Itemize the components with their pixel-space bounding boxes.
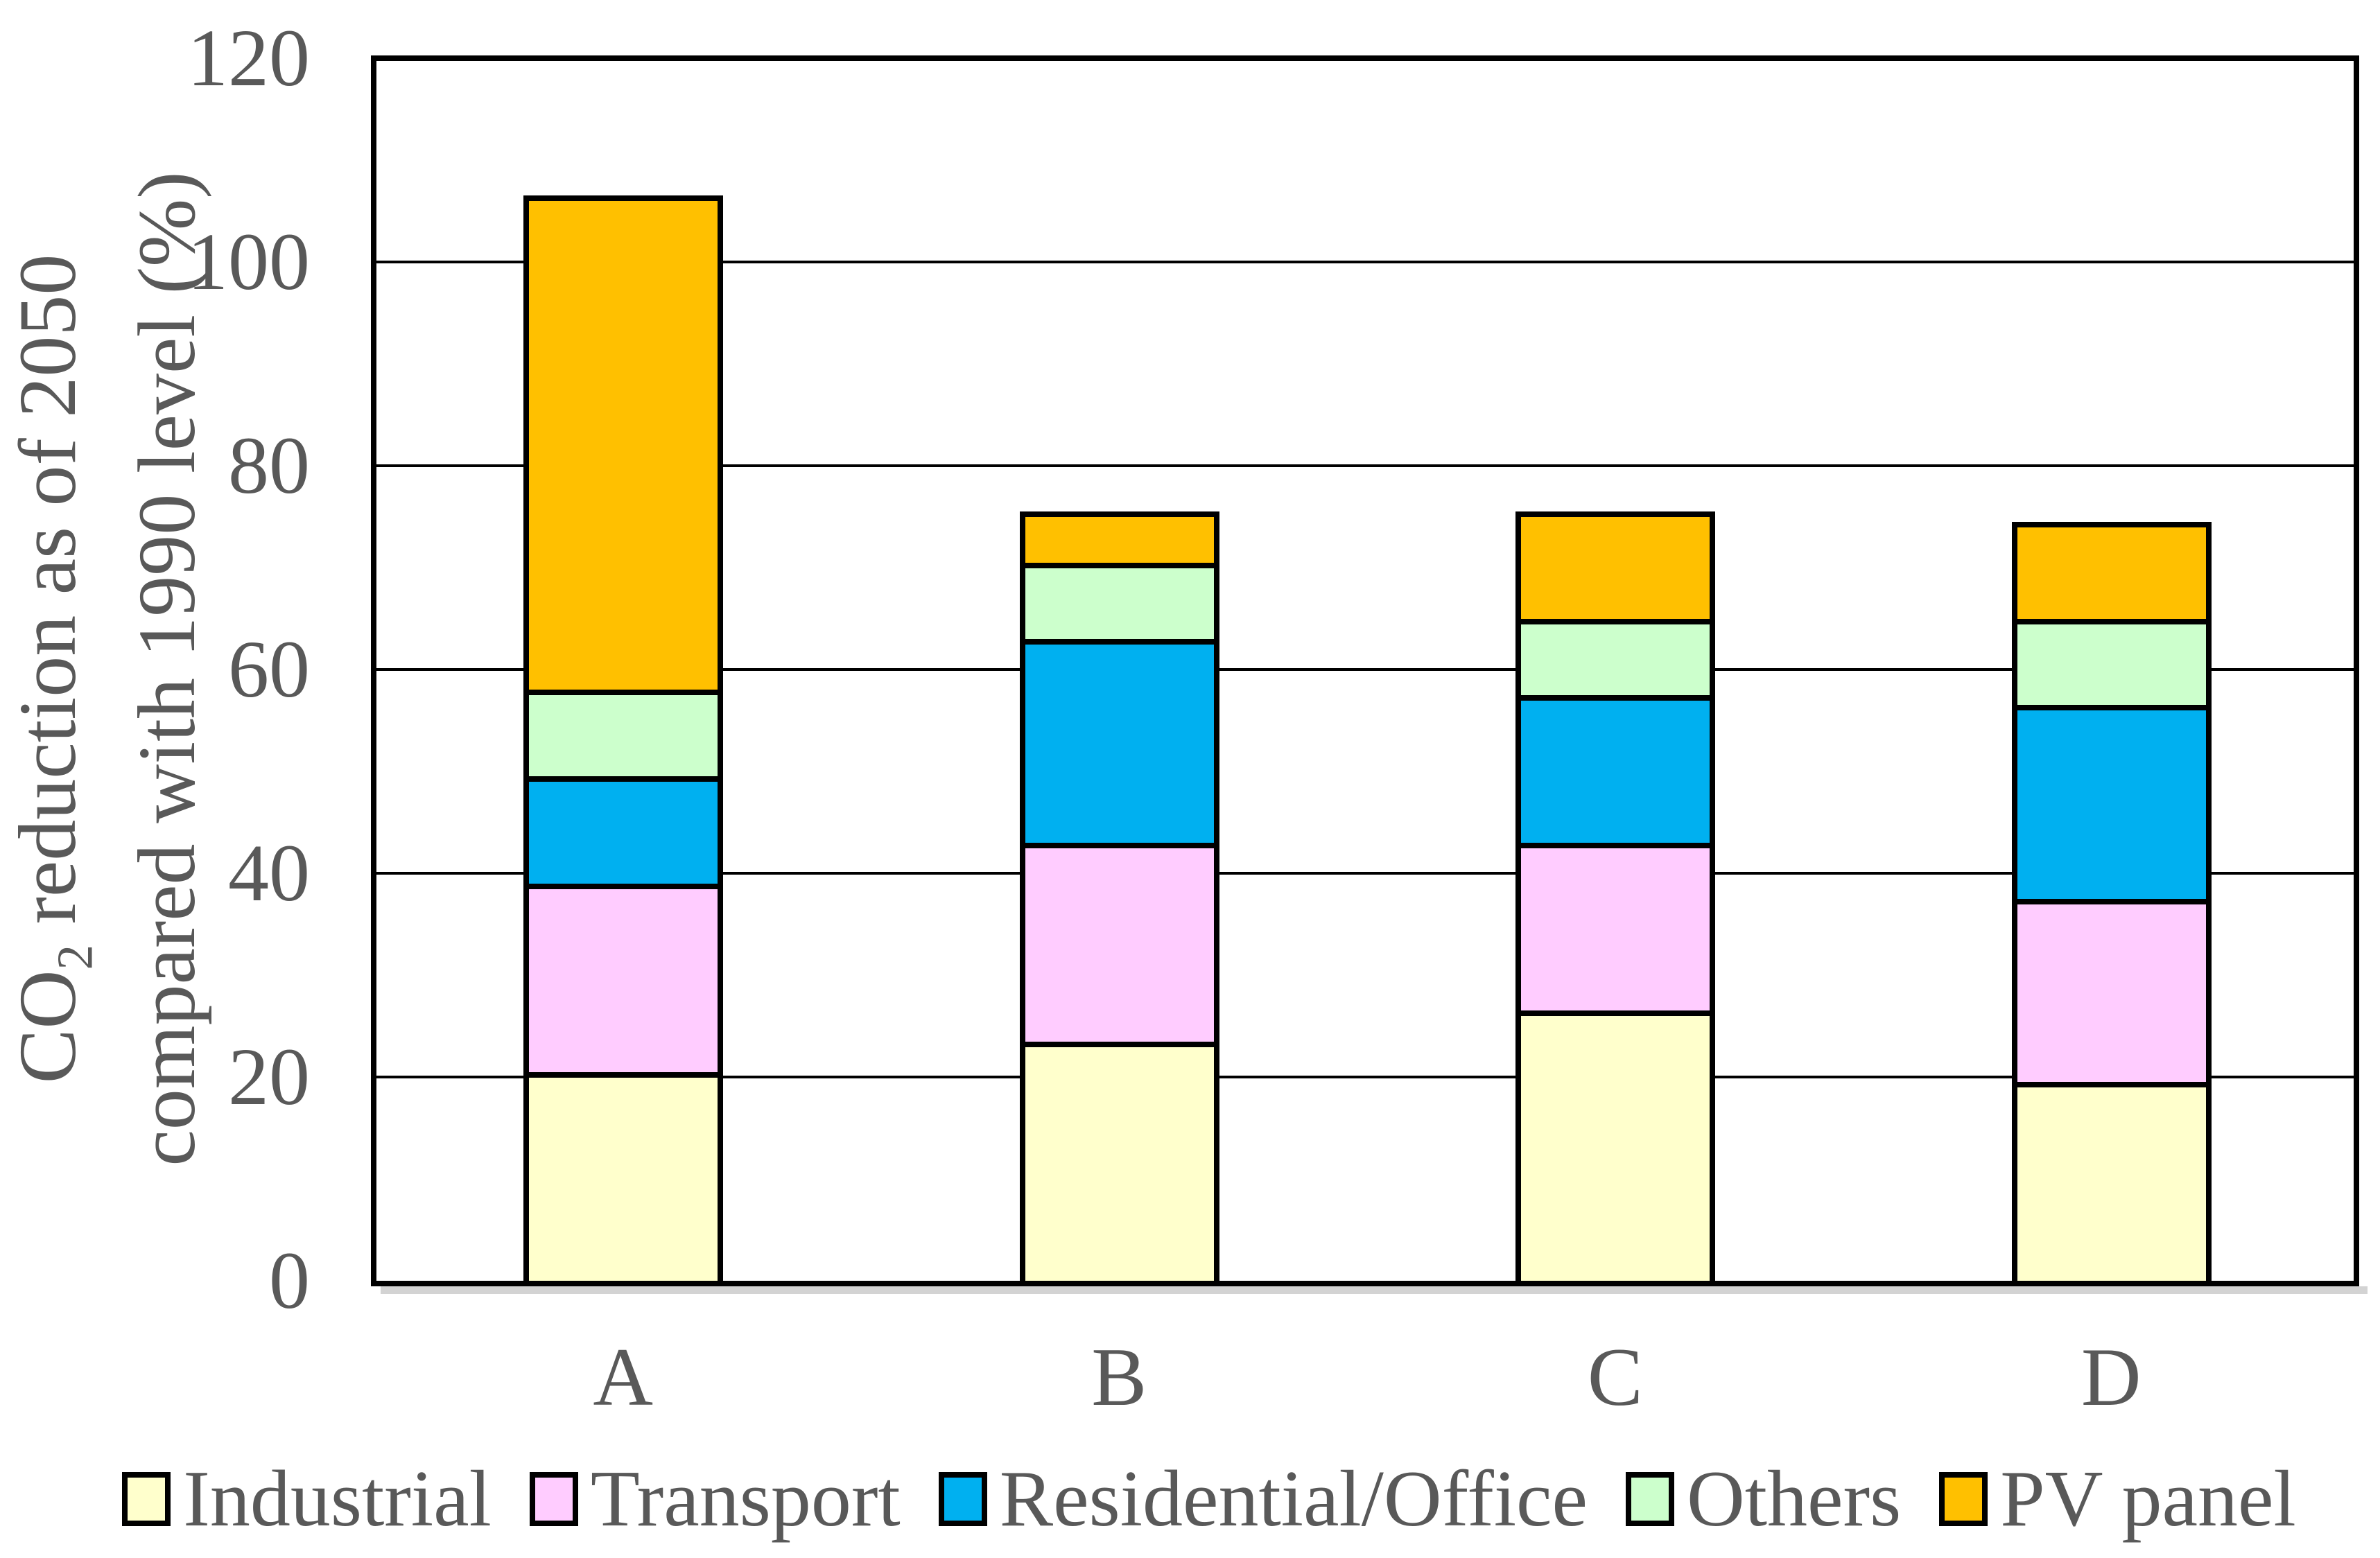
x-axis-labels: A B C D xyxy=(375,1325,2359,1429)
legend-swatch-transport xyxy=(529,1472,578,1526)
bar-C-pv-panel xyxy=(1515,511,1716,619)
y-tick-label-20: 20 xyxy=(228,1031,310,1122)
legend-label-pv-panel: PV panel xyxy=(2000,1455,2296,1543)
bar-D-residential-office xyxy=(2011,705,2212,899)
gridline-20 xyxy=(375,1076,2355,1078)
plot-area xyxy=(371,58,2359,1281)
bar-D-industrial xyxy=(2011,1082,2212,1281)
y-tick-label-100: 100 xyxy=(187,216,310,307)
bar-D-others xyxy=(2011,618,2212,706)
bar-C-others xyxy=(1515,618,1716,695)
bar-C-transport xyxy=(1515,842,1716,1011)
bar-A-others xyxy=(523,690,723,777)
legend-swatch-others xyxy=(1626,1472,1675,1526)
bar-D-pv-panel xyxy=(2011,521,2212,619)
bar-C-residential-office xyxy=(1515,694,1716,843)
y-tick-label-0: 0 xyxy=(269,1235,310,1326)
bar-A-pv-panel xyxy=(523,195,723,690)
y-tick-label-40: 40 xyxy=(228,828,310,918)
bar-C-industrial xyxy=(1515,1010,1716,1281)
legend-item-residential-office: Residential/Office xyxy=(938,1454,1588,1544)
legend-item-transport: Transport xyxy=(529,1454,901,1544)
x-axis-label-B: B xyxy=(1091,1331,1147,1423)
legend-label-transport: Transport xyxy=(590,1455,901,1543)
legend-label-industrial: Industrial xyxy=(183,1455,492,1543)
chart-legend: Industrial Transport Residential/Office Oth… xyxy=(0,1454,2380,1544)
bar-A-residential-office xyxy=(523,776,723,884)
legend-label-residential-office: Residential/Office xyxy=(999,1455,1588,1543)
legend-swatch-residential-office xyxy=(938,1472,987,1526)
legend-item-industrial: Industrial xyxy=(122,1454,492,1544)
gridline-60 xyxy=(375,668,2355,671)
bar-D-transport xyxy=(2011,898,2212,1083)
legend-swatch-pv-panel xyxy=(1939,1472,1988,1526)
bar-B-others xyxy=(1019,562,1219,639)
legend-item-pv-panel: PV panel xyxy=(1939,1454,2296,1544)
gridline-80 xyxy=(375,464,2355,467)
bar-B-transport xyxy=(1019,842,1219,1042)
x-axis-label-A: A xyxy=(593,1331,654,1423)
x-axis-label-D: D xyxy=(2081,1331,2142,1423)
bar-A-industrial xyxy=(523,1071,723,1281)
bar-B-residential-office xyxy=(1019,638,1219,843)
x-axis-label-C: C xyxy=(1587,1331,1643,1423)
gridline-40 xyxy=(375,872,2355,875)
y-tick-label-60: 60 xyxy=(228,624,310,715)
legend-item-others: Others xyxy=(1626,1454,1901,1544)
bar-B-pv-panel xyxy=(1019,511,1219,563)
y-tick-label-80: 80 xyxy=(228,420,310,511)
legend-label-others: Others xyxy=(1687,1455,1902,1543)
y-axis-tick-labels: 0 20 40 60 80 100 120 xyxy=(0,0,310,1558)
plot-area-shadow xyxy=(381,1286,2368,1294)
bar-A-transport xyxy=(523,883,723,1072)
legend-swatch-industrial xyxy=(122,1472,171,1526)
gridline-100 xyxy=(375,261,2355,263)
bar-B-industrial xyxy=(1019,1041,1219,1281)
y-tick-label-120: 120 xyxy=(187,12,310,103)
